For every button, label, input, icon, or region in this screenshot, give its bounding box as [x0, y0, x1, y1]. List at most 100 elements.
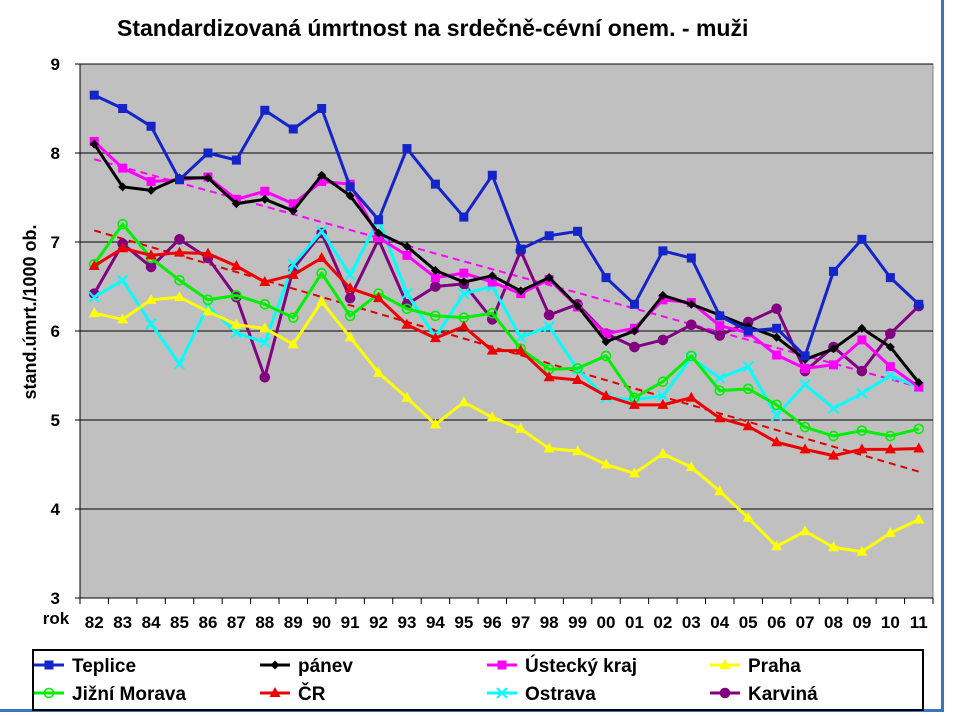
data-point: [573, 226, 583, 236]
series-ČR: [88, 242, 925, 460]
legend-label: Karviná: [748, 684, 818, 705]
data-point: [344, 292, 356, 304]
data-point-stroke: [657, 390, 669, 402]
x-tick-label: 03: [682, 613, 701, 632]
data-point: [175, 175, 185, 185]
data-point: [771, 399, 782, 411]
data-point: [799, 443, 811, 454]
data-point: [497, 660, 507, 670]
data-point: [657, 334, 669, 346]
x-tick-label: 96: [483, 613, 502, 632]
data-point: [269, 687, 281, 697]
data-point: [145, 318, 157, 330]
y-axis-label: stand.úmrt./1000 ob.: [20, 224, 40, 399]
x-tick-label: 88: [255, 613, 274, 632]
data-point-stroke: [770, 409, 783, 422]
data-point: [230, 318, 242, 329]
data-point: [260, 105, 270, 115]
data-point: [856, 443, 868, 454]
x-tick-label: 04: [710, 613, 729, 632]
data-point: [203, 173, 213, 183]
data-point: [89, 139, 99, 149]
data-point: [260, 186, 270, 196]
data-point: [885, 328, 896, 339]
data-point: [772, 350, 782, 360]
data-point: [458, 396, 470, 407]
data-point: [856, 365, 868, 377]
x-tick-label: 02: [653, 613, 672, 632]
x-tick-label: 06: [767, 613, 786, 632]
data-point: [885, 430, 896, 442]
series-line: [93, 140, 920, 389]
data-point: [629, 299, 639, 309]
legend: Teplice pánev Ústecký kraj Praha Jižní Morav…: [32, 649, 924, 711]
data-point: [316, 267, 327, 279]
data-point: [543, 320, 555, 333]
data-point: [344, 310, 356, 322]
legend-label: Ostrava: [525, 684, 596, 705]
x-tick-label: 08: [824, 613, 843, 632]
data-point: [202, 247, 214, 258]
data-point: [800, 363, 810, 373]
data-point: [600, 350, 612, 362]
data-point: [658, 290, 668, 300]
data-point: [743, 326, 753, 336]
data-point: [572, 445, 584, 456]
data-point: [374, 228, 384, 238]
data-point: [719, 659, 731, 669]
data-point: [772, 323, 782, 333]
y-tick-label: 9: [51, 55, 60, 74]
data-point: [885, 273, 895, 283]
x-tick-label: 86: [198, 613, 217, 632]
x-tick-label: 97: [511, 613, 530, 632]
data-point-stroke: [401, 287, 413, 300]
legend-item: Praha: [710, 656, 801, 677]
data-point: [118, 182, 128, 192]
data-point: [686, 319, 697, 331]
legend-item: Karviná: [710, 684, 818, 705]
data-point: [145, 261, 157, 273]
data-point: [628, 398, 640, 409]
x-axis-label: rok: [43, 609, 70, 628]
data-point: [686, 299, 696, 309]
data-point: [828, 360, 838, 370]
data-point: [600, 389, 612, 400]
legend-label: ČR: [298, 683, 326, 705]
data-point: [174, 274, 185, 286]
trendlines: [93, 158, 920, 473]
data-point: [601, 329, 611, 339]
data-point: [287, 338, 299, 349]
data-point-stroke: [543, 320, 555, 333]
legend-label: Teplice: [72, 656, 136, 677]
data-point: [827, 541, 839, 552]
data-point: [231, 290, 242, 301]
data-point: [118, 104, 128, 113]
legend-item: ČR: [260, 683, 326, 705]
data-point-stroke: [173, 358, 186, 370]
data-point: [373, 292, 385, 303]
data-point: [686, 253, 696, 263]
x-tick-label: 11: [910, 613, 928, 632]
data-point: [516, 244, 526, 254]
x-tick-label: 93: [398, 613, 417, 632]
data-point: [345, 191, 355, 201]
data-point: [430, 310, 441, 322]
data-point: [544, 273, 554, 283]
data-point: [202, 305, 214, 316]
data-point: [714, 385, 726, 396]
data-point: [117, 242, 129, 253]
x-tick-label: 99: [568, 613, 587, 632]
data-point: [344, 282, 356, 293]
y-tick-label: 6: [51, 322, 60, 341]
data-point: [543, 442, 555, 453]
series-Teplice: [89, 90, 924, 361]
data-point: [146, 176, 156, 186]
x-tick-label: 85: [170, 613, 189, 632]
x-tick-label: 07: [796, 613, 815, 632]
data-point: [714, 412, 726, 423]
data-point: [856, 387, 868, 400]
data-point: [857, 335, 867, 345]
data-point: [629, 341, 640, 353]
data-point: [657, 447, 669, 458]
data-point-stroke: [344, 269, 356, 281]
